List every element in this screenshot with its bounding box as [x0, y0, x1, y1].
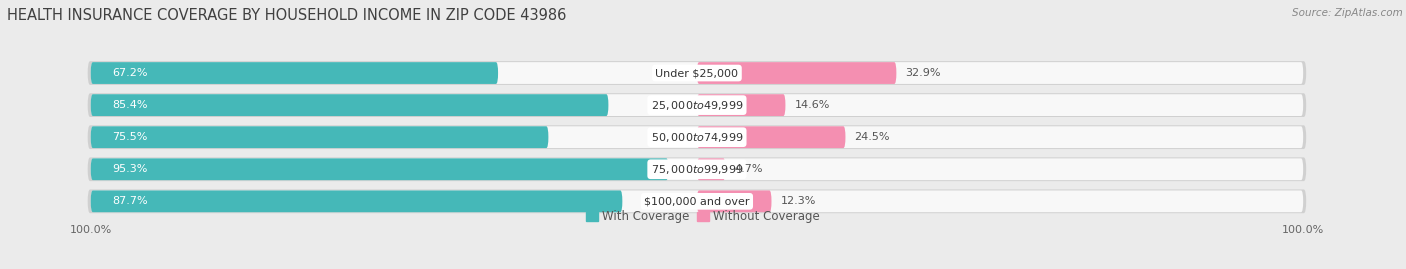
FancyBboxPatch shape: [90, 158, 1303, 180]
FancyBboxPatch shape: [697, 94, 786, 116]
FancyBboxPatch shape: [87, 125, 1306, 149]
Text: 32.9%: 32.9%: [905, 68, 941, 78]
FancyBboxPatch shape: [90, 62, 1303, 84]
Text: 85.4%: 85.4%: [112, 100, 148, 110]
FancyBboxPatch shape: [90, 126, 548, 148]
Text: $100,000 and over: $100,000 and over: [644, 196, 749, 206]
FancyBboxPatch shape: [90, 94, 1303, 116]
FancyBboxPatch shape: [87, 157, 1306, 181]
Text: $25,000 to $49,999: $25,000 to $49,999: [651, 99, 744, 112]
Text: 24.5%: 24.5%: [855, 132, 890, 142]
Text: HEALTH INSURANCE COVERAGE BY HOUSEHOLD INCOME IN ZIP CODE 43986: HEALTH INSURANCE COVERAGE BY HOUSEHOLD I…: [7, 8, 567, 23]
FancyBboxPatch shape: [87, 93, 1306, 117]
FancyBboxPatch shape: [87, 189, 1306, 213]
Text: 67.2%: 67.2%: [112, 68, 148, 78]
FancyBboxPatch shape: [697, 190, 772, 212]
FancyBboxPatch shape: [90, 158, 668, 180]
Text: Source: ZipAtlas.com: Source: ZipAtlas.com: [1292, 8, 1403, 18]
FancyBboxPatch shape: [90, 62, 498, 84]
Legend: With Coverage, Without Coverage: With Coverage, Without Coverage: [581, 206, 825, 228]
Text: Under $25,000: Under $25,000: [655, 68, 738, 78]
Text: 95.3%: 95.3%: [112, 164, 148, 174]
Text: 4.7%: 4.7%: [734, 164, 763, 174]
Text: 87.7%: 87.7%: [112, 196, 148, 206]
FancyBboxPatch shape: [697, 62, 897, 84]
FancyBboxPatch shape: [90, 126, 1303, 148]
Text: 14.6%: 14.6%: [794, 100, 830, 110]
Text: 75.5%: 75.5%: [112, 132, 148, 142]
FancyBboxPatch shape: [697, 126, 845, 148]
FancyBboxPatch shape: [87, 61, 1306, 85]
Text: $50,000 to $74,999: $50,000 to $74,999: [651, 131, 744, 144]
FancyBboxPatch shape: [90, 190, 1303, 212]
FancyBboxPatch shape: [90, 190, 623, 212]
FancyBboxPatch shape: [697, 158, 725, 180]
Text: $75,000 to $99,999: $75,000 to $99,999: [651, 163, 744, 176]
Text: 12.3%: 12.3%: [780, 196, 815, 206]
FancyBboxPatch shape: [90, 94, 609, 116]
